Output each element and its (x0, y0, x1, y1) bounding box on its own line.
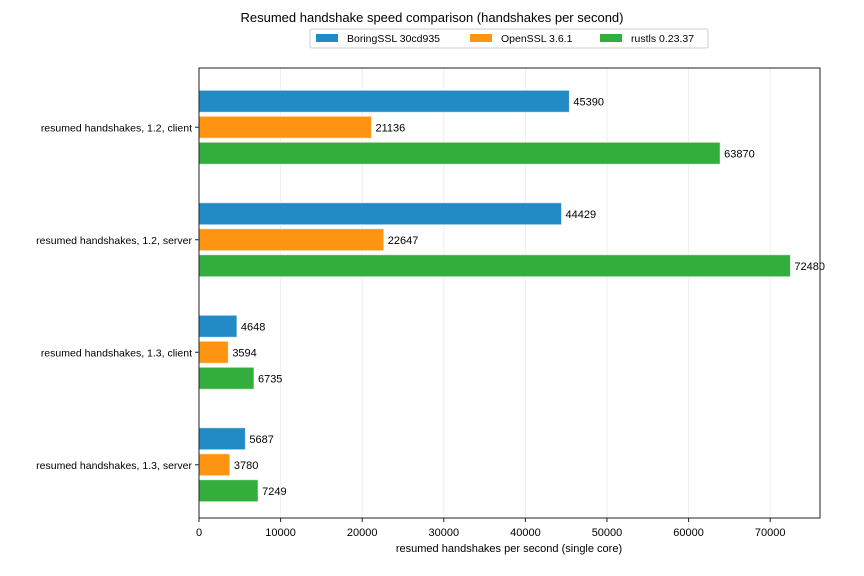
x-tick-label: 40000 (510, 527, 541, 539)
bar (198, 89, 570, 113)
data-label: 63870 (724, 148, 755, 160)
bar (198, 314, 238, 338)
y-tick-label: resumed handshakes, 1.2, client (41, 122, 192, 134)
legend-label: rustls 0.23.37 (631, 33, 694, 45)
y-tick-label: resumed handshakes, 1.2, server (36, 235, 192, 247)
y-axis: resumed handshakes, 1.2, client resumed h… (36, 122, 199, 472)
bar (198, 366, 255, 390)
bar (198, 479, 259, 503)
bars: 45390 21136 63870 44429 22647 72480 4648 3594 67… (198, 89, 825, 503)
legend: BoringSSL 30cd935 OpenSSL 3.6.1 rustls 0.2… (309, 28, 709, 49)
legend-swatch (470, 34, 492, 42)
legend-label: BoringSSL 30cd935 (347, 33, 440, 45)
data-label: 3594 (232, 347, 256, 359)
legend-label: OpenSSL 3.6.1 (501, 33, 573, 45)
data-label: 4648 (241, 321, 265, 333)
data-label: 45390 (573, 96, 604, 108)
data-label: 72480 (794, 261, 825, 273)
bar (198, 202, 563, 226)
bar (198, 141, 721, 165)
data-label: 21136 (375, 122, 405, 134)
data-label: 5687 (249, 434, 273, 446)
bar (198, 254, 791, 278)
plot-frame (198, 67, 821, 519)
x-tick-label: 50000 (592, 527, 623, 539)
data-label: 44429 (566, 209, 597, 221)
data-label: 7249 (262, 486, 286, 498)
legend-frame (309, 28, 709, 49)
bar (198, 453, 231, 477)
chart-title: Resumed handshake speed comparison (hand… (240, 10, 623, 25)
x-tick-label: 20000 (347, 527, 378, 539)
bar (198, 427, 246, 451)
x-axis-label: resumed handshakes per second (single co… (396, 543, 622, 555)
x-axis: 0 10000 20000 30000 40000 50000 60000 70000 (196, 518, 786, 539)
data-label: 3780 (234, 460, 258, 472)
data-label: 22647 (388, 235, 419, 247)
data-label: 6735 (258, 373, 282, 385)
bar (198, 115, 372, 139)
legend-swatch (600, 34, 622, 42)
x-tick-label: 30000 (428, 527, 459, 539)
bar (198, 340, 229, 364)
x-tick-label: 0 (196, 527, 202, 539)
legend-swatch (316, 34, 338, 42)
y-tick-label: resumed handshakes, 1.3, client (41, 347, 192, 359)
y-tick-label: resumed handshakes, 1.3, server (36, 460, 192, 472)
x-tick-label: 10000 (265, 527, 296, 539)
x-tick-label: 70000 (755, 527, 786, 539)
bar (198, 228, 385, 252)
x-tick-label: 60000 (673, 527, 704, 539)
